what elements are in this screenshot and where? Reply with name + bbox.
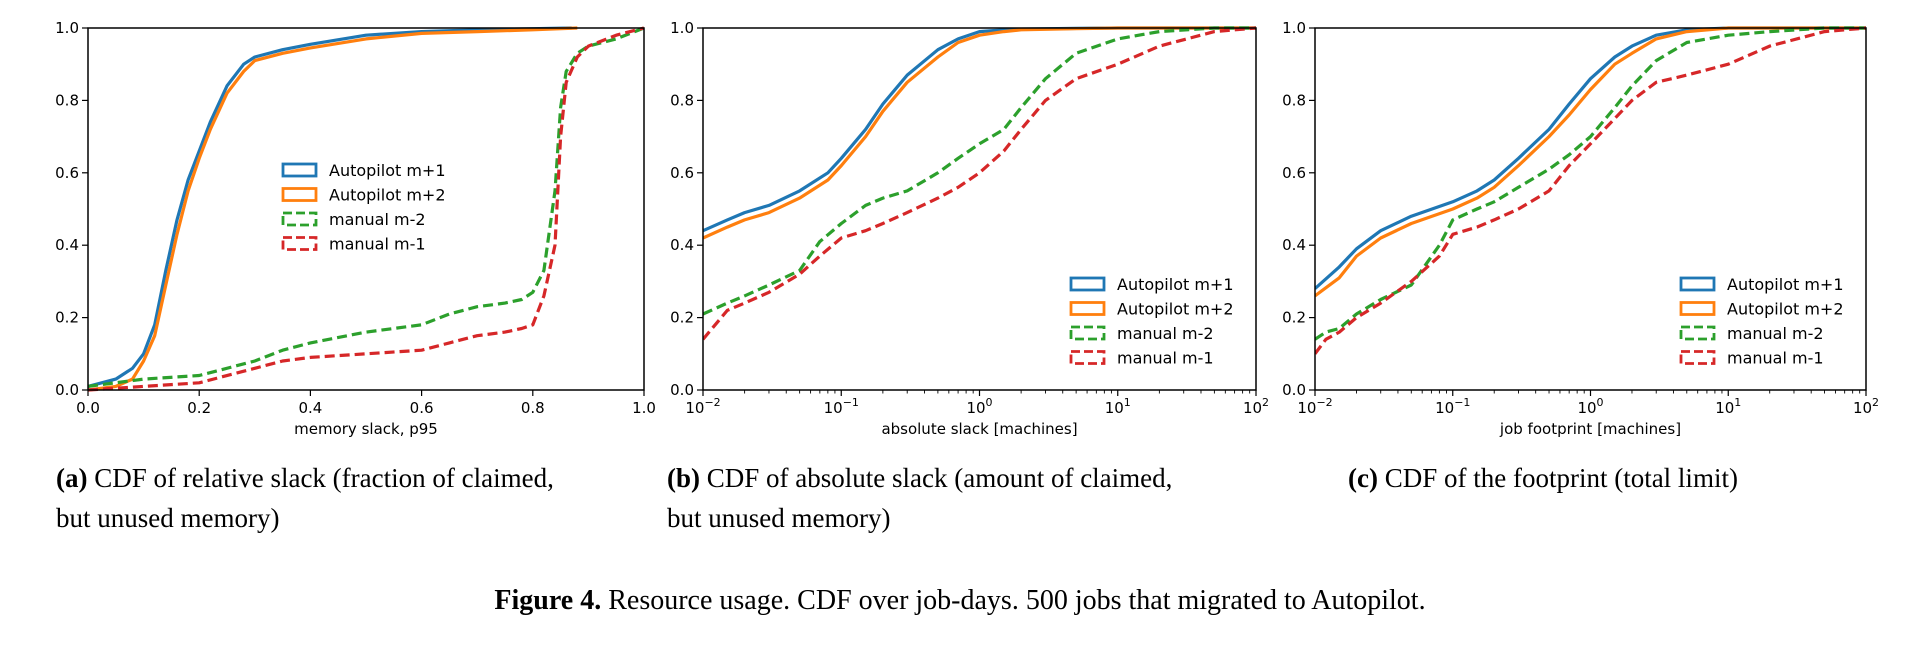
caption-a-line1: CDF of relative slack (fraction of claim…	[87, 463, 554, 493]
chart-c: 0.0 0.2 0.4 0.6 0.8 1.0 10−2 10−1 100 101 102 job f…	[1282, 19, 1879, 438]
chart-a-series-0	[88, 26, 572, 388]
chart-b-series-3	[703, 26, 1256, 341]
chart-a-legend-label-0: Autopilot m+1	[329, 161, 446, 180]
chart-b-legend-swatch-1	[1069, 301, 1106, 316]
chart-c-series-3	[1315, 26, 1866, 355]
chart-c-ytick-label-4: 0.8	[1282, 91, 1306, 109]
chart-c-series-0	[1315, 26, 1866, 290]
chart-a-legend-label-1: Autopilot m+2	[329, 186, 446, 205]
chart-b-ytick-label-1: 0.2	[670, 309, 694, 327]
chart-c-ytick-label-1: 0.2	[1282, 309, 1306, 327]
chart-a-xtick-label-3: 0.6	[410, 399, 434, 417]
chart-b-xtick-label-3: 101	[1105, 396, 1131, 417]
chart-c-xtick-label-1: 10−1	[1435, 396, 1470, 417]
caption-b-tag: (b)	[667, 463, 700, 493]
chart-c-legend-swatch-1	[1679, 301, 1716, 316]
chart-a-legend: Autopilot m+1 Autopilot m+2 manual m-2 manu…	[281, 161, 446, 254]
chart-c-legend-label-0: Autopilot m+1	[1727, 275, 1844, 294]
caption-b-line2: but unused memory)	[667, 503, 891, 533]
chart-b-legend-swatch-0	[1069, 276, 1106, 292]
chart-a-series-2	[88, 26, 644, 388]
chart-c-legend-swatch-2	[1679, 325, 1716, 341]
caption-c-tag: (c)	[1348, 463, 1378, 493]
chart-c-series-1	[1315, 26, 1866, 298]
chart-b-series-1	[703, 26, 1256, 240]
chart-a-xtick-label-2: 0.4	[298, 399, 322, 417]
chart-b-legend-label-3: manual m-1	[1117, 349, 1214, 368]
caption-a-line2: but unused memory)	[56, 503, 280, 533]
chart-b-ytick-label-0: 0.0	[670, 381, 694, 399]
chart-a-series-1	[88, 26, 578, 392]
chart-b-ytick-label-4: 0.8	[670, 91, 694, 109]
chart-b-ytick-label-5: 1.0	[670, 19, 694, 37]
chart-b-legend-swatch-2	[1069, 325, 1106, 341]
chart-a-xtick-label-1: 0.2	[187, 399, 211, 417]
chart-c-xtick-label-0: 10−2	[1297, 396, 1332, 417]
chart-c-ytick-label-0: 0.0	[1282, 381, 1306, 399]
caption-c-line1: CDF of the footprint (total limit)	[1377, 463, 1738, 493]
chart-b-series-2	[703, 26, 1256, 316]
caption-a: (a) CDF of relative slack (fraction of c…	[56, 458, 676, 538]
chart-c-series-2	[1315, 26, 1866, 341]
caption-b: (b) CDF of absolute slack (amount of cla…	[667, 458, 1287, 538]
chart-c-ytick-label-3: 0.6	[1282, 164, 1306, 182]
chart-a-xtick-label-4: 0.8	[521, 399, 545, 417]
figure-caption: Figure 4. Resource usage. CDF over job-d…	[0, 585, 1920, 617]
chart-a-legend-swatch-2	[281, 211, 318, 227]
chart-b-legend-label-2: manual m-2	[1117, 324, 1214, 343]
chart-b-series-0	[703, 26, 1256, 233]
chart-b-legend-swatch-3	[1069, 350, 1106, 365]
chart-c-legend-label-1: Autopilot m+2	[1727, 300, 1844, 319]
chart-c-xlabel: job footprint [machines]	[1499, 420, 1681, 438]
chart-a-legend-swatch-3	[281, 236, 318, 251]
chart-c-legend-label-2: manual m-2	[1727, 324, 1824, 343]
chart-c-xtick-label-2: 100	[1577, 396, 1603, 417]
chart-c-legend-swatch-0	[1679, 276, 1716, 292]
chart-a-ytick-label-4: 0.8	[55, 91, 79, 109]
chart-b-legend-label-0: Autopilot m+1	[1117, 275, 1234, 294]
chart-c-ytick-label-5: 1.0	[1282, 19, 1306, 37]
chart-b-ytick-label-3: 0.6	[670, 164, 694, 182]
chart-a-plot-area	[88, 26, 644, 392]
chart-a-ytick-label-1: 0.2	[55, 309, 79, 327]
chart-a-frame	[87, 27, 645, 391]
chart-a-legend-swatch-1	[281, 187, 318, 202]
chart-c-plot-area	[1315, 26, 1866, 355]
chart-c-xtick-label-3: 101	[1715, 396, 1741, 417]
chart-c-xtick-label-4: 102	[1853, 396, 1879, 417]
chart-b-legend-label-1: Autopilot m+2	[1117, 300, 1234, 319]
chart-c-legend-label-3: manual m-1	[1727, 349, 1824, 368]
chart-b-xtick-label-4: 102	[1243, 396, 1269, 417]
chart-b-xtick-label-2: 100	[966, 396, 992, 417]
chart-a-legend-label-2: manual m-2	[329, 210, 426, 229]
chart-b-xtick-label-0: 10−2	[685, 396, 720, 417]
chart-a-legend-swatch-0	[281, 162, 318, 178]
chart-a-xtick-label-0: 0.0	[76, 399, 100, 417]
chart-c-ytick-label-2: 0.4	[1282, 236, 1306, 254]
chart-b-xlabel: absolute slack [machines]	[881, 420, 1077, 438]
chart-c-legend: Autopilot m+1 Autopilot m+2 manual m-2 manu…	[1679, 275, 1844, 368]
caption-a-tag: (a)	[56, 463, 88, 493]
chart-a-xlabel: memory slack, p95	[294, 420, 438, 438]
chart-a-legend-label-3: manual m-1	[329, 235, 426, 254]
chart-a-ytick-label-5: 1.0	[55, 19, 79, 37]
chart-a-ytick-label-0: 0.0	[55, 381, 79, 399]
chart-b-ytick-label-2: 0.4	[670, 236, 694, 254]
chart-a-ytick-label-3: 0.6	[55, 164, 79, 182]
chart-b-xtick-label-1: 10−1	[824, 396, 859, 417]
chart-a-xtick-label-5: 1.0	[632, 399, 656, 417]
caption-b-line1: CDF of absolute slack (amount of claimed…	[700, 463, 1173, 493]
figure-caption-tag: Figure 4.	[494, 585, 602, 616]
chart-b-legend: Autopilot m+1 Autopilot m+2 manual m-2 manu…	[1069, 275, 1234, 368]
figure-caption-text: Resource usage. CDF over job-days. 500 j…	[601, 585, 1426, 616]
caption-c: (c) CDF of the footprint (total limit)	[1348, 458, 1908, 498]
chart-b: 0.0 0.2 0.4 0.6 0.8 1.0 10−2 10−1 100 101 102 absol…	[670, 19, 1269, 438]
chart-a-series-3	[88, 26, 644, 392]
chart-c-legend-swatch-3	[1679, 350, 1716, 365]
chart-a: 0.0 0.2 0.4 0.6 0.8 1.0 0.0 0.2 0.4 0.6 0.8 1.0 memo…	[55, 19, 656, 438]
chart-a-ytick-label-2: 0.4	[55, 236, 79, 254]
